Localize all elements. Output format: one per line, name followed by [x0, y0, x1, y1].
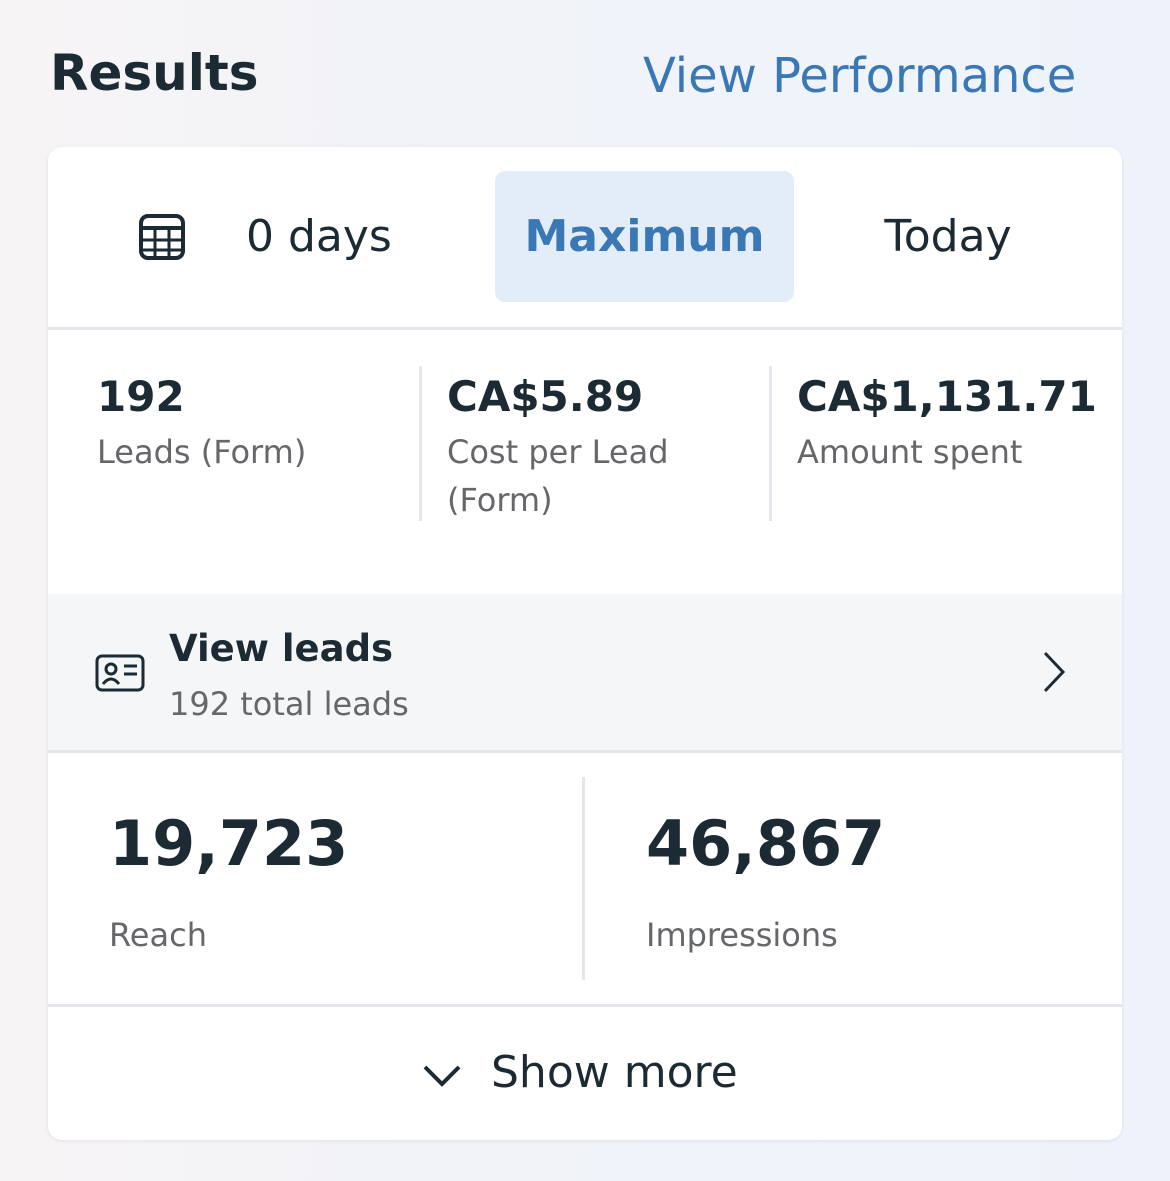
- tab[interactable]: 30 days: [248, 211, 392, 262]
- view-leads-subtitle: 192 total leads: [169, 685, 409, 723]
- metric-value: 192: [97, 372, 185, 421]
- divider: [48, 1004, 1122, 1007]
- stat-value: 46,867: [646, 807, 886, 880]
- stat-value: 19,723: [109, 807, 349, 880]
- metric-label: Cost per Lead (Form): [447, 433, 669, 519]
- divider: [419, 366, 422, 521]
- view-leads-row[interactable]: [48, 594, 1122, 750]
- tab-selected-bg[interactable]: [495, 171, 794, 302]
- metric-label: Amount spent: [797, 433, 1023, 471]
- stat-label: Reach: [109, 916, 207, 954]
- tab-selected[interactable]: Maximum: [524, 211, 765, 262]
- chevron-down[interactable]: [422, 1061, 462, 1089]
- stat-label: Impressions: [646, 916, 838, 954]
- divider: [582, 777, 585, 980]
- tab[interactable]: Today: [884, 211, 1012, 262]
- view-performance-link[interactable]: View Performance: [643, 48, 1077, 104]
- title: Results: [50, 44, 259, 102]
- results-card: 30 days Maximum Today 192 Leads (Form) C…: [48, 147, 1122, 1140]
- calendar-icon[interactable]: [138, 213, 186, 261]
- metric-label: Leads (Form): [97, 433, 307, 471]
- metric-value: CA$5.89: [447, 372, 644, 421]
- metric-value: CA$1,131.71: [797, 372, 1097, 421]
- divider: [48, 327, 1122, 330]
- show-more-button[interactable]: Show more: [491, 1047, 738, 1098]
- tab-clip: 30 days: [248, 207, 428, 271]
- chevron-right[interactable]: [1038, 650, 1068, 694]
- divider: [48, 750, 1122, 753]
- divider: [769, 366, 772, 521]
- lead-card-icon: [95, 654, 145, 692]
- view-leads-title[interactable]: View leads: [169, 627, 394, 670]
